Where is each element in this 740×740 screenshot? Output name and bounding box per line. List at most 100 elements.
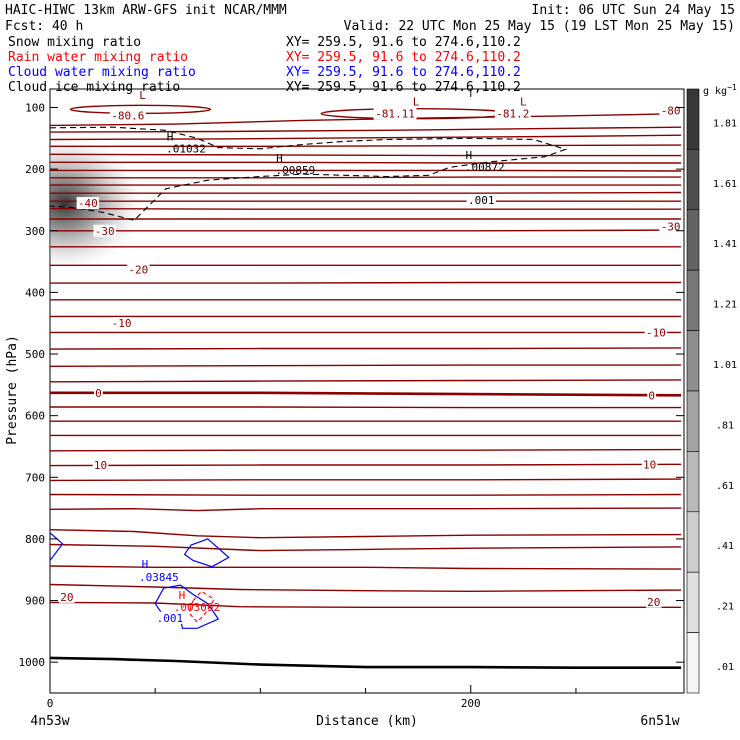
x-left-endpoint: 4n53w bbox=[30, 714, 69, 729]
surface-line bbox=[50, 656, 682, 669]
legend-field-name: Cloud ice mixing ratio bbox=[8, 80, 180, 95]
colorbar-level-label: 1.01 bbox=[713, 360, 737, 371]
colorbar-swatch bbox=[686, 571, 700, 633]
rain-high-value: .003092 bbox=[174, 601, 220, 614]
contour-labels: -80.6 -80 -81.11 -81.2 -40 -30 -30 -20 -10 -10 0 0 1… bbox=[59, 89, 682, 625]
cloud-water-high-marker: H bbox=[142, 558, 149, 571]
temperature-contour-line bbox=[50, 134, 682, 141]
temperature-contour-line bbox=[50, 113, 682, 127]
model-title: HAIC-HIWC 13km ARW-GFS init NCAR/MMM bbox=[5, 3, 287, 18]
cloud-water-contour-path bbox=[50, 532, 64, 561]
x-tick-label: 200 bbox=[461, 697, 481, 710]
temperature-contour-line bbox=[50, 144, 682, 147]
ice-high-marker: H bbox=[276, 152, 283, 165]
label-background bbox=[109, 109, 146, 122]
temperature-contour-label: -10 bbox=[646, 326, 666, 339]
colorbar-level-label: 1.61 bbox=[713, 179, 737, 190]
legend-field-name: Cloud water mixing ratio bbox=[8, 65, 196, 80]
rain-water-contour bbox=[188, 590, 215, 623]
colorbar-swatch bbox=[686, 269, 700, 331]
label-background bbox=[659, 220, 682, 233]
colorbar-level-label: 1.81 bbox=[713, 118, 737, 129]
field-legend: Snow mixing ratio XY= 259.5, 91.6 to 274.… bbox=[8, 35, 521, 95]
temperature-contour-label: -81.2 bbox=[496, 108, 529, 121]
colorbar-level-label: .21 bbox=[716, 602, 734, 613]
colorbar-unit: g kg−1 bbox=[703, 83, 737, 97]
temperature-contour-label: -30 bbox=[95, 225, 115, 238]
label-background bbox=[93, 386, 103, 399]
temperature-contour-label: -40 bbox=[78, 197, 98, 210]
y-tick-label: 400 bbox=[25, 286, 45, 299]
surface-pressure-line bbox=[50, 656, 682, 669]
label-background bbox=[110, 317, 133, 330]
colorbar-swatch bbox=[686, 330, 700, 392]
label-background bbox=[373, 107, 417, 120]
colorbar-swatch bbox=[686, 390, 700, 452]
colorbar-swatch bbox=[686, 451, 700, 513]
x-tick-label: 0 bbox=[47, 697, 54, 710]
cloud-water-level-label: .001 bbox=[157, 612, 184, 625]
y-tick-label: 800 bbox=[25, 533, 45, 546]
temperature-contour-label: -20 bbox=[128, 264, 148, 277]
temperature-contour-line bbox=[50, 281, 682, 284]
temperature-contour-line bbox=[50, 207, 682, 210]
label-background bbox=[647, 389, 657, 402]
legend-field-xy: XY= 259.5, 91.6 to 274.6,110.2 bbox=[286, 65, 521, 80]
label-background bbox=[644, 326, 668, 339]
y-tick-label: 500 bbox=[25, 348, 45, 361]
temperature-contour-line bbox=[50, 583, 682, 593]
temperature-contour-label: -30 bbox=[661, 220, 681, 233]
temperature-contour-line bbox=[50, 364, 682, 367]
snow-shade-blob bbox=[50, 135, 145, 272]
temperature-contour-line bbox=[50, 126, 682, 133]
label-background bbox=[641, 458, 658, 471]
forecast-hour: Fcst: 40 h bbox=[5, 19, 83, 34]
y-axis-label: Pressure (hPa) bbox=[5, 335, 20, 445]
temperature-contour-line bbox=[50, 161, 682, 164]
colorbar-level-label: .81 bbox=[716, 420, 734, 431]
colorbar-level-label: .41 bbox=[716, 541, 734, 552]
temperature-contour-line bbox=[50, 379, 682, 383]
temperature-low-marker: L bbox=[413, 95, 420, 108]
temperature-contour-line bbox=[50, 507, 682, 512]
temperature-contour-label: -80 bbox=[661, 105, 681, 118]
temperature-contour-label: 10 bbox=[643, 458, 656, 471]
colorbar-swatch bbox=[686, 632, 700, 694]
valid-time: Valid: 22 UTC Mon 25 May 15 (19 LST Mon … bbox=[344, 19, 735, 34]
colorbar-swatch bbox=[686, 88, 700, 150]
label-background bbox=[59, 590, 75, 603]
colorbar-level-label: .61 bbox=[716, 481, 734, 492]
cloud-water-high-value: .03845 bbox=[139, 571, 179, 584]
colorbar-level-label: .01 bbox=[716, 662, 734, 673]
temperature-contour-label: 20 bbox=[647, 596, 660, 609]
temperature-contour-line bbox=[50, 169, 682, 172]
rain-water-contour-path bbox=[188, 590, 215, 623]
label-background bbox=[93, 224, 116, 237]
temperature-contour-line bbox=[50, 448, 682, 452]
temperature-contour-label: -81.11 bbox=[375, 108, 415, 121]
temperature-contour-line bbox=[50, 529, 682, 539]
temperature-low-marker: L bbox=[139, 89, 146, 102]
temperature-contour-label: -10 bbox=[112, 317, 132, 330]
temperature-contour-line bbox=[50, 565, 682, 570]
temperature-contour-line bbox=[50, 176, 682, 179]
label-background bbox=[494, 107, 531, 120]
legend-field-xy: XY= 259.5, 91.6 to 274.6,110.2 bbox=[286, 35, 521, 50]
temperature-contour-label: 0 bbox=[648, 389, 655, 402]
x-axis: 0 200 bbox=[47, 89, 577, 710]
legend-field-name: Snow mixing ratio bbox=[8, 35, 141, 50]
cloud-water-contour-path bbox=[183, 538, 230, 568]
temperature-contour-label: 20 bbox=[60, 591, 73, 604]
temperature-contour-line bbox=[50, 406, 682, 409]
label-background bbox=[92, 458, 109, 471]
temperature-contour-line bbox=[50, 229, 682, 232]
y-tick-label: 1000 bbox=[19, 656, 46, 669]
ice-contour-level-label: .001 bbox=[468, 194, 495, 207]
temperature-contour-line bbox=[50, 347, 682, 350]
label-background bbox=[466, 193, 496, 206]
temperature-contour-line bbox=[50, 478, 682, 482]
temperature-contour-line bbox=[50, 391, 682, 397]
